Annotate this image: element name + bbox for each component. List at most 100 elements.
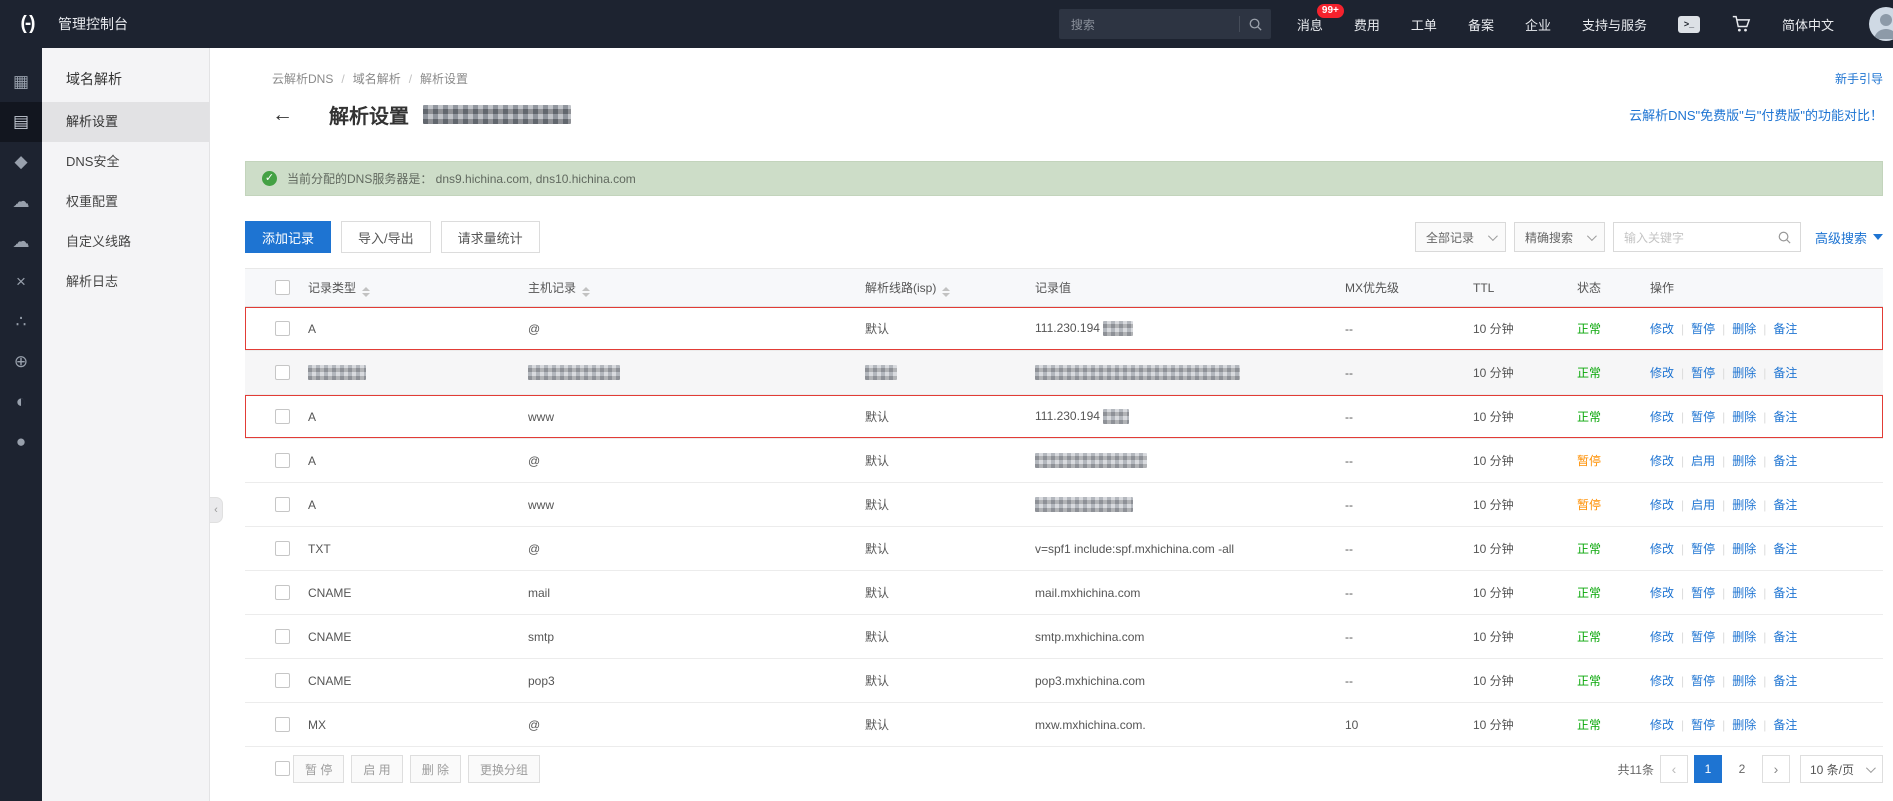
batch-enable-button[interactable]: 启 用 [351, 755, 403, 783]
globe-icon[interactable]: ⊕ [13, 352, 29, 371]
row-action-link[interactable]: 备注 [1773, 454, 1798, 468]
free-vs-paid-compare-link[interactable]: 云解析DNS"免费版"与"付费版"的功能对比！ [1629, 107, 1883, 123]
row-action-link[interactable]: 修改 [1650, 586, 1675, 600]
back-arrow-icon[interactable]: ← [272, 102, 293, 126]
row-action-link[interactable]: 删除 [1732, 410, 1757, 424]
row-action-link[interactable]: 修改 [1650, 542, 1675, 556]
breadcrumb-domains[interactable]: 域名解析 [352, 72, 401, 86]
cart-icon[interactable] [1731, 15, 1751, 33]
row-checkbox[interactable] [275, 497, 290, 513]
sidebar-item-dns-security[interactable]: DNS安全 [66, 154, 120, 169]
row-action-link[interactable]: 删除 [1732, 718, 1757, 732]
row-action-link[interactable]: 备注 [1773, 630, 1798, 644]
row-action-link[interactable]: 备注 [1773, 586, 1798, 600]
row-action-link[interactable]: 备注 [1773, 366, 1798, 380]
row-action-link[interactable]: 删除 [1732, 366, 1757, 380]
row-action-link[interactable]: 备注 [1773, 718, 1798, 732]
sort-icon[interactable] [582, 286, 591, 297]
select-all-checkbox[interactable] [275, 280, 290, 296]
row-action-link[interactable]: 删除 [1732, 630, 1757, 644]
nav-icp[interactable]: 备案 [1467, 17, 1494, 33]
row-action-link[interactable]: 暂停 [1691, 542, 1716, 556]
nav-support[interactable]: 支持与服务 [1581, 17, 1647, 33]
row-action-link[interactable]: 修改 [1650, 410, 1675, 424]
sidebar-item-dns-logs[interactable]: 解析日志 [66, 274, 119, 289]
next-page-button[interactable]: › [1761, 755, 1790, 783]
row-action-link[interactable]: 删除 [1732, 454, 1757, 468]
nav-enterprise[interactable]: 企业 [1524, 17, 1551, 33]
nav-tickets[interactable]: 工单 [1410, 17, 1437, 33]
row-action-link[interactable]: 暂停 [1691, 586, 1716, 600]
close-icon[interactable]: × [16, 272, 26, 291]
dns-product-icon[interactable]: ▤ [0, 102, 42, 142]
row-action-link[interactable]: 删除 [1732, 498, 1757, 512]
row-action-link[interactable]: 备注 [1773, 322, 1798, 336]
row-checkbox[interactable] [275, 585, 290, 601]
cloudshell-icon[interactable]: >_ [1677, 15, 1700, 33]
row-checkbox[interactable] [275, 365, 290, 381]
camera-icon[interactable]: ◐ [15, 392, 27, 411]
page-button-1[interactable]: 1 [1693, 755, 1722, 783]
keyword-search-input[interactable]: 输入关键字 [1612, 222, 1801, 252]
row-action-link[interactable]: 暂停 [1691, 366, 1716, 380]
sidebar-collapse-handle[interactable]: ‹ [210, 497, 223, 523]
row-action-link[interactable]: 修改 [1650, 718, 1675, 732]
nav-billing[interactable]: 费用 [1353, 17, 1380, 33]
row-action-link[interactable]: 备注 [1773, 498, 1798, 512]
row-checkbox[interactable] [275, 453, 290, 469]
row-action-link[interactable]: 修改 [1650, 498, 1675, 512]
sidebar-item-weight-config[interactable]: 权重配置 [66, 194, 119, 209]
search-icon[interactable] [1777, 230, 1792, 245]
row-action-link[interactable]: 暂停 [1691, 322, 1716, 336]
row-action-link[interactable]: 修改 [1650, 674, 1675, 688]
footer-select-checkbox[interactable] [275, 761, 290, 777]
topbar-search-input[interactable]: 搜索 [1058, 9, 1271, 39]
search-mode-select[interactable]: 精确搜索 [1513, 222, 1605, 252]
row-action-link[interactable]: 修改 [1650, 630, 1675, 644]
record-type-filter-select[interactable]: 全部记录 [1414, 222, 1506, 252]
row-action-link[interactable]: 启用 [1691, 498, 1716, 512]
row-action-link[interactable]: 修改 [1650, 454, 1675, 468]
sort-icon[interactable] [942, 286, 951, 297]
row-action-link[interactable]: 删除 [1732, 542, 1757, 556]
prev-page-button[interactable]: ‹ [1659, 755, 1688, 783]
sidebar-item-custom-line[interactable]: 自定义线路 [66, 234, 132, 249]
row-action-link[interactable]: 删除 [1732, 586, 1757, 600]
row-action-link[interactable]: 备注 [1773, 542, 1798, 556]
row-action-link[interactable]: 暂停 [1691, 410, 1716, 424]
row-checkbox[interactable] [275, 541, 290, 557]
apps-grid-icon[interactable]: ▦ [12, 72, 30, 91]
import-export-button[interactable]: 导入/导出 [341, 221, 431, 253]
request-stats-button[interactable]: 请求量统计 [440, 221, 540, 253]
row-action-link[interactable]: 暂停 [1691, 674, 1716, 688]
batch-pause-button[interactable]: 暂 停 [293, 755, 345, 783]
row-action-link[interactable]: 暂停 [1691, 630, 1716, 644]
row-action-link[interactable]: 暂停 [1691, 718, 1716, 732]
sort-icon[interactable] [362, 286, 371, 297]
row-action-link[interactable]: 修改 [1650, 366, 1675, 380]
dot-icon[interactable]: ● [15, 432, 27, 451]
shield-icon[interactable]: ◆ [14, 152, 28, 171]
row-checkbox[interactable] [275, 409, 290, 425]
row-action-link[interactable]: 备注 [1773, 410, 1798, 424]
share-nodes-icon[interactable]: ∴ [15, 312, 27, 331]
row-checkbox[interactable] [275, 321, 290, 337]
row-action-link[interactable]: 备注 [1773, 674, 1798, 688]
page-button-2[interactable]: 2 [1738, 762, 1746, 776]
alibaba-cloud-logo[interactable]: (-) [20, 13, 36, 34]
row-checkbox[interactable] [275, 717, 290, 733]
page-size-select[interactable]: 10 条/页 [1799, 755, 1883, 783]
beginner-guide-link[interactable]: 新手引导 [1834, 72, 1883, 86]
row-checkbox[interactable] [275, 673, 290, 689]
sidebar-item-record-settings[interactable]: 解析设置 [42, 102, 209, 142]
language-switcher[interactable]: 简体中文 [1781, 17, 1834, 33]
batch-delete-button[interactable]: 删 除 [409, 755, 462, 783]
cloud-icon[interactable]: ☁ [12, 192, 30, 211]
row-action-link[interactable]: 启用 [1691, 454, 1716, 468]
change-group-button[interactable]: 更换分组 [468, 755, 541, 783]
row-action-link[interactable]: 删除 [1732, 674, 1757, 688]
avatar[interactable] [1869, 7, 1893, 41]
row-checkbox[interactable] [275, 629, 290, 645]
nav-messages[interactable]: 消息 99+ [1297, 3, 1344, 34]
cloud-storage-icon[interactable]: ☁ [12, 232, 30, 251]
